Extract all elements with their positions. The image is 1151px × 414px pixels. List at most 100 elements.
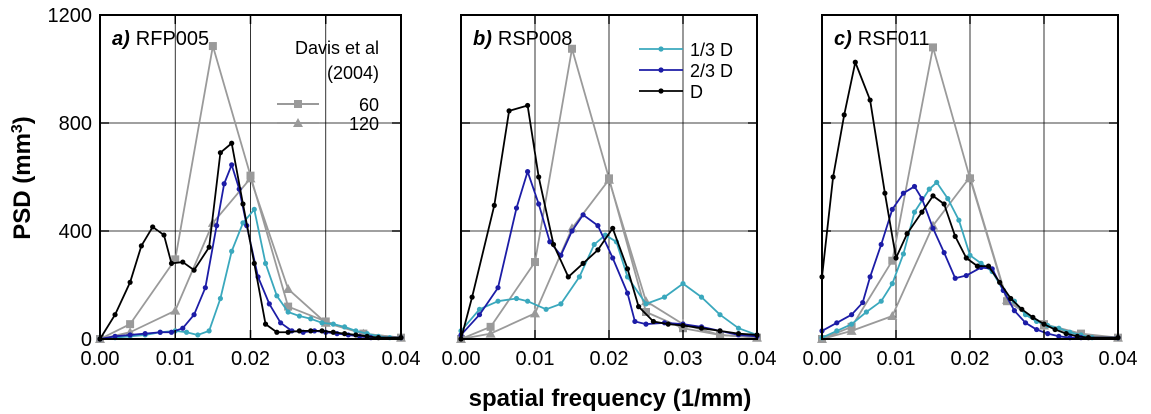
data-point [191,267,197,273]
data-point [849,312,855,318]
legend-entry: 2/3 D [690,61,733,81]
data-point [536,174,542,180]
data-point [525,169,531,175]
series-line [460,104,758,340]
data-point [830,174,836,180]
y-axis-label-close: ) [9,116,36,124]
x-tick-label: 0.01 [516,348,555,370]
data-point [860,299,866,306]
data-point [168,329,175,335]
data-point [513,295,520,302]
data-point [1052,326,1058,333]
data-point [217,150,223,156]
data-point [643,301,649,307]
data-point [506,108,512,114]
data-point [251,260,257,266]
data-point [604,174,614,184]
data-point [715,329,725,339]
data-point [717,312,723,318]
legend-entry: 60 [359,95,379,115]
data-point [221,181,227,187]
data-point [1063,331,1069,337]
series-2-5 [458,102,760,342]
data-point [157,329,163,335]
panel-letter: c) [834,28,852,50]
data-point [206,328,212,334]
data-point [495,285,501,291]
data-point [112,333,118,339]
data-point [330,321,336,327]
data-point [547,239,553,245]
x-tick-label: 0.00 [442,348,481,370]
data-point [610,255,616,261]
data-point [887,311,898,321]
legend-marker [658,46,664,52]
data-point [262,260,269,266]
data-point [919,196,925,202]
data-point [308,316,314,322]
data-point [180,259,186,265]
legend-entry: 120 [349,114,379,134]
data-point [262,321,269,327]
data-point [170,305,181,315]
data-point [531,258,539,267]
data-point [888,256,897,265]
data-point [1045,331,1051,337]
data-point [285,329,291,335]
data-point [251,206,257,212]
data-point [565,274,571,280]
data-point [863,309,870,315]
x-tick-label: 0.03 [306,348,345,370]
data-point [911,209,918,215]
y-tick-label: 0 [81,329,92,351]
data-point [183,329,190,335]
data-point [229,162,235,168]
data-point [642,308,650,316]
data-point [929,43,937,52]
data-point [834,320,840,326]
data-point [168,260,175,266]
x-axis-label: spatial frequency (1/mm) [469,385,752,412]
data-point [576,274,583,280]
data-point [867,274,873,280]
data-point [341,331,348,337]
data-point [679,324,687,333]
data-point [945,196,951,202]
y-axis-label-sup: 3 [9,124,26,133]
legend-entry: 1/3 D [690,40,733,60]
series-3-5 [819,59,1121,341]
data-point [643,321,649,327]
panel-name: RFP005 [136,28,209,50]
data-point [240,201,246,207]
x-tick-label: 0.02 [951,348,990,370]
data-point [965,172,975,181]
data-point [206,244,212,250]
data-point [229,248,235,254]
y-tick-label: 1200 [48,5,93,27]
data-point [353,332,359,338]
data-point [150,224,156,230]
data-point [485,328,496,338]
data-point [245,173,256,183]
data-point [930,225,936,231]
data-point [364,333,370,339]
data-point [985,263,992,269]
data-point [161,232,167,238]
data-point [650,318,657,325]
data-point [974,263,981,269]
data-point [180,325,186,331]
panel-2: 0.00 0.01 0.02 0.03 0.04 b) RSP008 1/3 D2/3 DD [442,14,776,370]
data-point [698,294,705,300]
data-point [491,202,497,208]
data-point [893,255,899,261]
legend-depth: 1/3 D2/3 DD [639,40,733,102]
data-point [308,328,314,334]
data-point [580,212,586,218]
data-point [217,295,223,302]
data-point [240,220,246,226]
data-point [698,325,705,331]
data-point [568,44,576,53]
data-point [330,329,336,335]
data-point [997,279,1003,285]
data-point [530,308,540,318]
